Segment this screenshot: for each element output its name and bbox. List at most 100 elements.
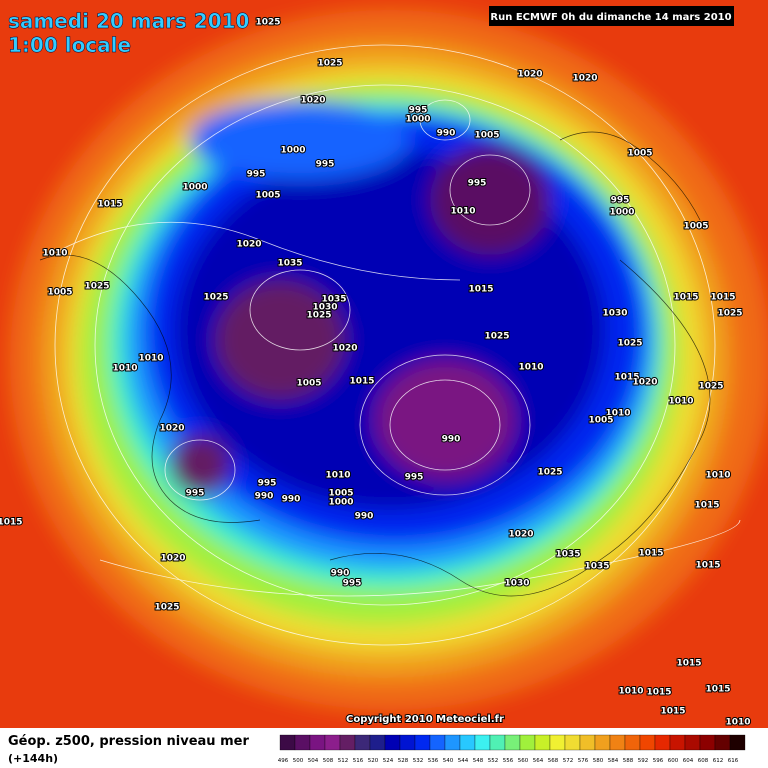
run: Run ECMWF 0h du dimanche 14 mars 2010	[490, 12, 731, 23]
colorbar-label: 540	[443, 758, 454, 764]
isobar-label: 1000	[328, 498, 353, 508]
isobar-label: 1005	[255, 191, 280, 201]
colorbar-swatch	[534, 734, 551, 751]
isobar-label: 1000	[405, 115, 430, 125]
isobar-label: 1005	[328, 489, 353, 499]
isobar-label: 1025	[717, 309, 742, 319]
isobar-label: 995	[343, 579, 362, 589]
isobar-label: 1000	[182, 183, 207, 193]
colorbar-swatch	[654, 734, 671, 751]
colorbar-label: 596	[653, 758, 664, 764]
colorbar-label: 580	[593, 758, 604, 764]
colorbar-swatch	[339, 734, 356, 751]
colorbar-swatch	[369, 734, 386, 751]
colorbar-label: 572	[563, 758, 574, 764]
colorbar-label: 520	[368, 758, 379, 764]
isobar-label: 1015	[646, 688, 671, 698]
colorbar-swatch	[429, 734, 446, 751]
colorbar-swatch	[624, 734, 641, 751]
colorbar-label: 536	[428, 758, 439, 764]
colorbar-swatch	[729, 734, 746, 751]
isobar-label: 995	[409, 106, 428, 116]
isobar-label: 1020	[300, 96, 325, 106]
colorbar-label: 600	[668, 758, 679, 764]
isobar-label: 1020	[632, 378, 657, 388]
isobar-label: 1015	[614, 373, 639, 383]
isobar-label: 1005	[683, 222, 708, 232]
colorbar-swatch	[594, 734, 611, 751]
colorbar-swatch	[714, 734, 731, 751]
isobar-label: 990	[437, 129, 456, 139]
isobar-label: 1010	[42, 249, 67, 259]
isobar-label: 1020	[517, 70, 542, 80]
colorbar-swatch	[294, 734, 311, 751]
colorbar-label: 604	[683, 758, 694, 764]
date: samedi 20 mars 2010	[8, 9, 249, 33]
isobar-label: 1000	[609, 208, 634, 218]
colorbar-label: 512	[338, 758, 349, 764]
isobar-label: 1010	[138, 354, 163, 364]
run-bg	[489, 6, 734, 26]
isobar-label: 1020	[236, 240, 261, 250]
isobar-label: 995	[405, 473, 424, 483]
isobar-label: 1010	[605, 409, 630, 419]
isobar-label: 1010	[668, 397, 693, 407]
isobar-label: 1005	[474, 131, 499, 141]
colorbar-swatch	[489, 734, 506, 751]
isobar-label: 1010	[325, 471, 350, 481]
coastlines	[39, 131, 711, 597]
colorbar-swatch	[549, 734, 566, 751]
colorbar-label: 608	[698, 758, 709, 764]
colorbar-swatch	[609, 734, 626, 751]
colorbar-swatch	[639, 734, 656, 751]
isobar-label: 1025	[484, 332, 509, 342]
isobar-label: 1035	[321, 295, 346, 305]
colorbar-label: 532	[413, 758, 424, 764]
colorbar-label: 588	[623, 758, 634, 764]
isobar-label: 1035	[555, 550, 580, 560]
isobar-label: 1000	[280, 146, 305, 156]
colorbar-swatch	[699, 734, 716, 751]
colorbar-label: 500	[293, 758, 304, 764]
colorbar-label: 508	[323, 758, 334, 764]
isobar-label: 1020	[508, 530, 533, 540]
isobar-label: 1010	[705, 471, 730, 481]
colorbar-label: 544	[458, 758, 469, 764]
isobar-label: 1015	[705, 685, 730, 695]
isobar-label: 1030	[504, 579, 529, 589]
isobar-label: 1025	[154, 603, 179, 613]
colorbar-swatch	[354, 734, 371, 751]
isobar-label: 1035	[584, 562, 609, 572]
isobar-label: 1025	[84, 282, 109, 292]
isobar-label: 1015	[349, 377, 374, 387]
colorbar-swatch	[279, 734, 296, 751]
colorbar-swatch	[474, 734, 491, 751]
isobar-label: 1030	[312, 303, 337, 313]
field-name: Géop. z500, pression niveau mer	[8, 734, 249, 749]
isobar-label: 1025	[306, 311, 331, 321]
isobar-label: 995	[468, 179, 487, 189]
isobar-label: 1010	[518, 363, 543, 373]
lead-time: (+144h)	[8, 752, 58, 765]
isobar-label: 1025	[698, 382, 723, 392]
colorbar-label: 548	[473, 758, 484, 764]
isobar-label: 995	[247, 170, 266, 180]
isobar-label: 1025	[255, 18, 280, 28]
colorbar-label: 564	[533, 758, 544, 764]
colorbar-swatch	[564, 734, 581, 751]
colorbar-swatch	[414, 734, 431, 751]
isobar-label: 995	[258, 479, 277, 489]
colorbar-label: 556	[503, 758, 514, 764]
isobar-label: 990	[355, 512, 374, 522]
isobar-label: 1015	[694, 501, 719, 511]
colorbar-swatch	[579, 734, 596, 751]
isobar-label: 1015	[695, 561, 720, 571]
colorbar-label: 560	[518, 758, 529, 764]
colorbar-swatch	[519, 734, 536, 751]
time: 1:00 locale	[8, 33, 131, 57]
isobar-label: 1015	[468, 285, 493, 295]
isobar-label: 1010	[112, 364, 137, 374]
